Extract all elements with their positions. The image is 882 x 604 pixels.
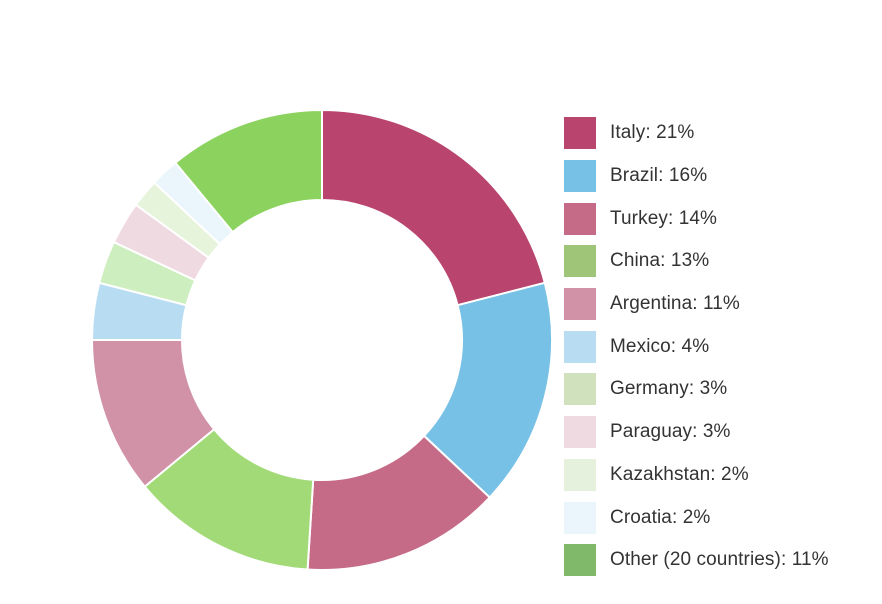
legend-item-other-20-countries[interactable]: Other (20 countries): 11% <box>564 539 882 582</box>
legend-swatch <box>564 544 596 577</box>
legend-swatch <box>564 373 596 406</box>
legend-item-china[interactable]: China: 13% <box>564 240 882 283</box>
legend-label: Mexico: 4% <box>610 335 710 357</box>
legend-swatch <box>564 160 596 193</box>
legend-swatch <box>564 501 596 534</box>
legend-item-turkey[interactable]: Turkey: 14% <box>564 197 882 240</box>
legend-item-brazil[interactable]: Brazil: 16% <box>564 155 882 198</box>
legend-swatch <box>564 416 596 449</box>
legend-label: Turkey: 14% <box>610 207 718 229</box>
legend-swatch <box>564 458 596 491</box>
legend-item-kazakhstan[interactable]: Kazakhstan: 2% <box>564 454 882 497</box>
legend-label: Croatia: 2% <box>610 506 711 528</box>
legend-label: Argentina: 11% <box>610 293 740 315</box>
legend-item-paraguay[interactable]: Paraguay: 3% <box>564 411 882 454</box>
slice-italy[interactable] <box>321 108 546 307</box>
slice-other-20-countries[interactable] <box>173 108 323 234</box>
legend-label: China: 13% <box>610 250 710 272</box>
legend-swatch <box>564 117 596 150</box>
legend-label: Other (20 countries): 11% <box>610 549 829 571</box>
legend-swatch <box>564 330 596 363</box>
legend-label: Brazil: 16% <box>610 165 708 187</box>
legend: Italy: 21% Brazil: 16% Turkey: 14% China: 1… <box>564 112 882 582</box>
legend-item-argentina[interactable]: Argentina: 11% <box>564 283 882 326</box>
legend-swatch <box>564 245 596 278</box>
legend-swatch <box>564 202 596 235</box>
legend-label: Germany: 3% <box>610 378 728 400</box>
legend-item-mexico[interactable]: Mexico: 4% <box>564 325 882 368</box>
legend-label: Kazakhstan: 2% <box>610 463 749 485</box>
legend-item-germany[interactable]: Germany: 3% <box>564 368 882 411</box>
legend-swatch <box>564 288 596 321</box>
legend-item-italy[interactable]: Italy: 21% <box>564 112 882 155</box>
legend-item-croatia[interactable]: Croatia: 2% <box>564 496 882 539</box>
legend-label: Italy: 21% <box>610 122 695 144</box>
legend-label: Paraguay: 3% <box>610 421 731 443</box>
